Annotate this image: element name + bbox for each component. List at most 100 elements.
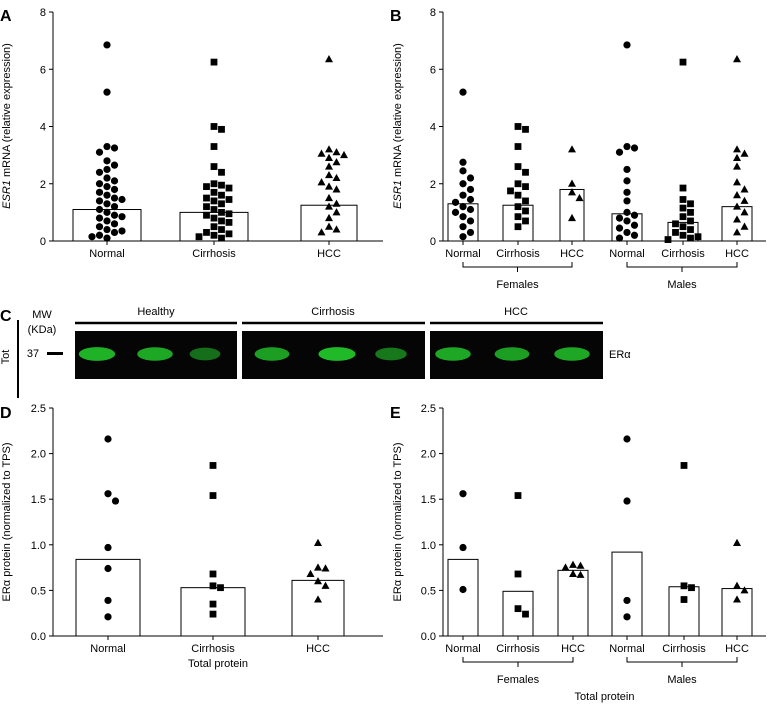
data-point	[95, 188, 104, 196]
blot-group-label: Healthy	[137, 306, 175, 318]
data-point	[623, 197, 631, 205]
data-point	[664, 236, 672, 243]
data-point	[466, 217, 475, 225]
data-point	[522, 197, 529, 205]
x-tick-label: Normal	[445, 643, 480, 655]
data-point	[317, 149, 326, 157]
tot-label: Tot	[0, 350, 12, 365]
data-point	[195, 233, 203, 241]
data-point	[459, 180, 467, 188]
data-point	[615, 234, 624, 242]
x-tick-label: Cirrhosis	[661, 248, 705, 260]
y-tick-label: 2	[40, 179, 46, 191]
data-point	[104, 564, 112, 573]
data-point	[95, 231, 104, 239]
group-bracket	[462, 657, 574, 663]
data-point	[95, 223, 104, 231]
blot-band	[554, 347, 590, 361]
data-point	[623, 435, 631, 443]
data-point	[687, 234, 694, 242]
data-point	[325, 153, 333, 161]
data-point	[95, 148, 104, 156]
data-point	[733, 538, 741, 546]
data-point	[623, 188, 631, 196]
panel-label-b: B	[390, 8, 402, 25]
data-point	[507, 187, 514, 195]
y-tick-label: 2	[430, 179, 436, 191]
data-point	[466, 205, 475, 214]
data-point	[630, 211, 639, 219]
data-point	[210, 231, 218, 239]
data-point	[679, 184, 687, 192]
data-point	[466, 185, 475, 194]
data-point	[209, 462, 217, 469]
y-tick-label: 4	[430, 122, 436, 134]
data-point	[694, 233, 702, 241]
x-tick-label: HCC	[561, 643, 585, 655]
data-point	[568, 188, 576, 196]
data-point	[103, 41, 111, 49]
data-point	[209, 492, 217, 499]
data-point	[679, 223, 687, 231]
data-point	[679, 231, 687, 239]
data-point	[672, 229, 679, 236]
data-point	[110, 177, 119, 185]
data-point	[733, 581, 741, 589]
data-point	[209, 570, 217, 578]
data-point	[630, 144, 639, 152]
data-point	[103, 183, 111, 191]
data-point	[514, 492, 522, 499]
data-point	[104, 596, 112, 605]
data-point	[740, 222, 749, 230]
data-point	[514, 191, 522, 199]
y-tick-label: 1.0	[421, 540, 436, 552]
data-point	[740, 185, 749, 193]
data-point	[514, 570, 522, 578]
y-tick-label: 0.5	[31, 585, 46, 597]
data-point	[569, 569, 577, 577]
data-point	[623, 165, 631, 174]
data-point	[104, 613, 112, 621]
data-point	[522, 183, 529, 191]
data-point	[103, 200, 111, 208]
data-point	[95, 205, 104, 214]
data-point	[569, 560, 577, 568]
data-point	[225, 230, 233, 238]
data-point	[451, 208, 460, 216]
data-point	[95, 214, 104, 222]
data-point	[95, 197, 104, 205]
data-point	[332, 199, 341, 207]
data-point	[576, 570, 585, 578]
data-point	[110, 144, 119, 152]
data-point	[209, 582, 217, 590]
data-point	[332, 173, 341, 182]
data-point	[218, 168, 225, 176]
data-point	[317, 178, 326, 186]
data-point	[623, 208, 631, 216]
panel-label-d: D	[0, 405, 12, 422]
data-point	[522, 125, 529, 133]
protein-label: ERα	[609, 349, 631, 361]
data-point	[623, 228, 631, 237]
group-label: Females	[496, 279, 539, 291]
panel-label-a: A	[0, 8, 12, 25]
data-point	[733, 178, 741, 186]
x-tick-label: Normal	[89, 248, 124, 260]
blot-band	[137, 347, 173, 361]
data-point	[680, 462, 688, 469]
data-point	[623, 142, 631, 151]
data-point	[733, 595, 741, 603]
x-tick-label: Normal	[609, 643, 644, 655]
data-point	[340, 150, 348, 159]
chart-d: 0.0 0.5 1.0 1.5 2.0 2.5 ERα protein (normalize…	[1, 403, 383, 670]
data-point	[317, 228, 326, 236]
data-point	[522, 217, 529, 225]
x-tick-label: Cirrhosis	[662, 643, 706, 655]
y-tick-label: 6	[40, 64, 46, 76]
data-point	[111, 497, 120, 505]
panel-label-c: C	[0, 308, 12, 325]
data-point	[522, 168, 529, 176]
data-point	[210, 163, 218, 170]
data-point	[104, 543, 112, 552]
